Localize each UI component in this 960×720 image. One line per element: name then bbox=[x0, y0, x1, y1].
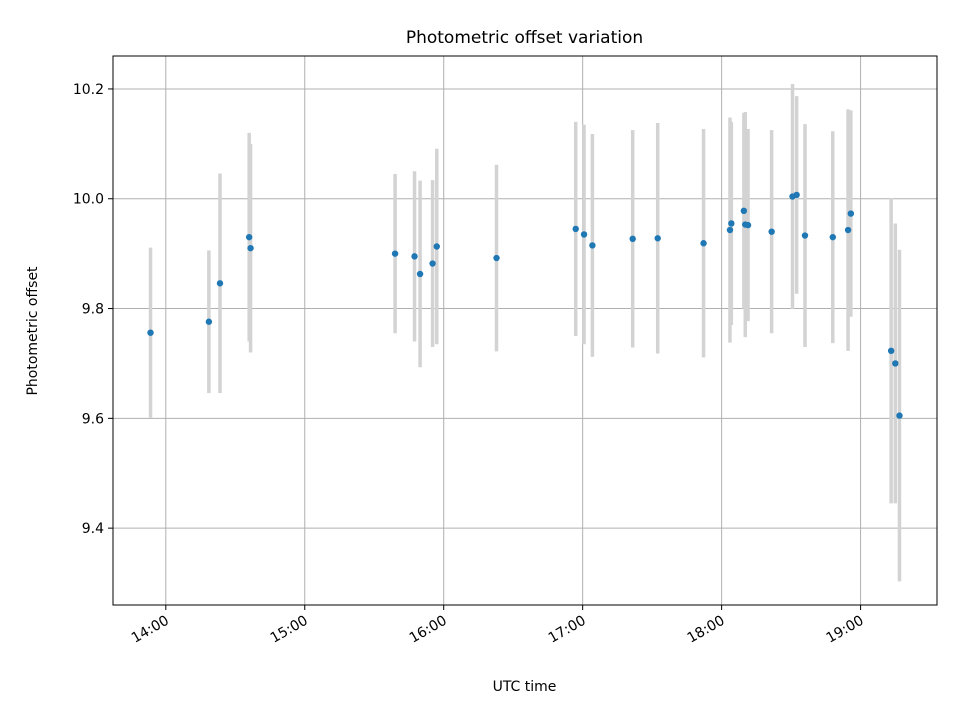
data-points bbox=[147, 191, 903, 419]
data-point bbox=[493, 254, 500, 262]
data-point bbox=[740, 207, 748, 215]
x-tick-label: 18:00 bbox=[685, 613, 728, 647]
data-point bbox=[768, 228, 775, 235]
y-axis-label: Photometric offset bbox=[25, 266, 41, 396]
data-point bbox=[726, 226, 734, 234]
y-tick-label: 10.2 bbox=[73, 82, 104, 98]
data-point bbox=[829, 233, 836, 241]
data-point bbox=[744, 221, 752, 229]
error-bars bbox=[148, 83, 902, 582]
data-point bbox=[654, 235, 661, 242]
data-point bbox=[887, 347, 895, 355]
data-point bbox=[429, 260, 436, 267]
data-point bbox=[629, 235, 636, 243]
y-tick-label: 9.8 bbox=[82, 302, 104, 318]
y-tick-label: 10.0 bbox=[73, 192, 104, 208]
data-point bbox=[391, 250, 399, 257]
data-point bbox=[411, 253, 418, 260]
data-point bbox=[847, 210, 855, 217]
y-tick-label: 9.4 bbox=[82, 521, 104, 537]
data-point bbox=[433, 243, 440, 250]
plot-frame bbox=[112, 55, 938, 606]
data-point bbox=[205, 318, 213, 325]
data-point bbox=[245, 233, 253, 241]
x-tick-label: 16:00 bbox=[407, 613, 450, 647]
data-point bbox=[801, 232, 809, 239]
data-point bbox=[896, 412, 903, 419]
x-tick-label: 15:00 bbox=[268, 613, 311, 647]
data-point bbox=[247, 244, 254, 252]
data-point bbox=[892, 360, 899, 367]
x-tick-label: 14:00 bbox=[129, 613, 172, 647]
data-point bbox=[700, 240, 707, 247]
y-tick-label: 9.6 bbox=[82, 411, 104, 427]
data-point bbox=[416, 270, 424, 278]
data-point bbox=[580, 231, 588, 238]
x-tick-label: 17:00 bbox=[546, 613, 589, 647]
data-point bbox=[147, 329, 154, 336]
data-point bbox=[589, 242, 596, 249]
chart-title: Photometric offset variation bbox=[406, 28, 643, 48]
data-point bbox=[216, 280, 224, 287]
data-point bbox=[844, 226, 852, 234]
x-axis-label: UTC time bbox=[493, 679, 557, 695]
data-point bbox=[572, 225, 579, 233]
grid-lines bbox=[113, 56, 937, 605]
data-point bbox=[793, 191, 800, 199]
data-point bbox=[728, 220, 735, 227]
x-tick-label: 19:00 bbox=[824, 613, 867, 647]
